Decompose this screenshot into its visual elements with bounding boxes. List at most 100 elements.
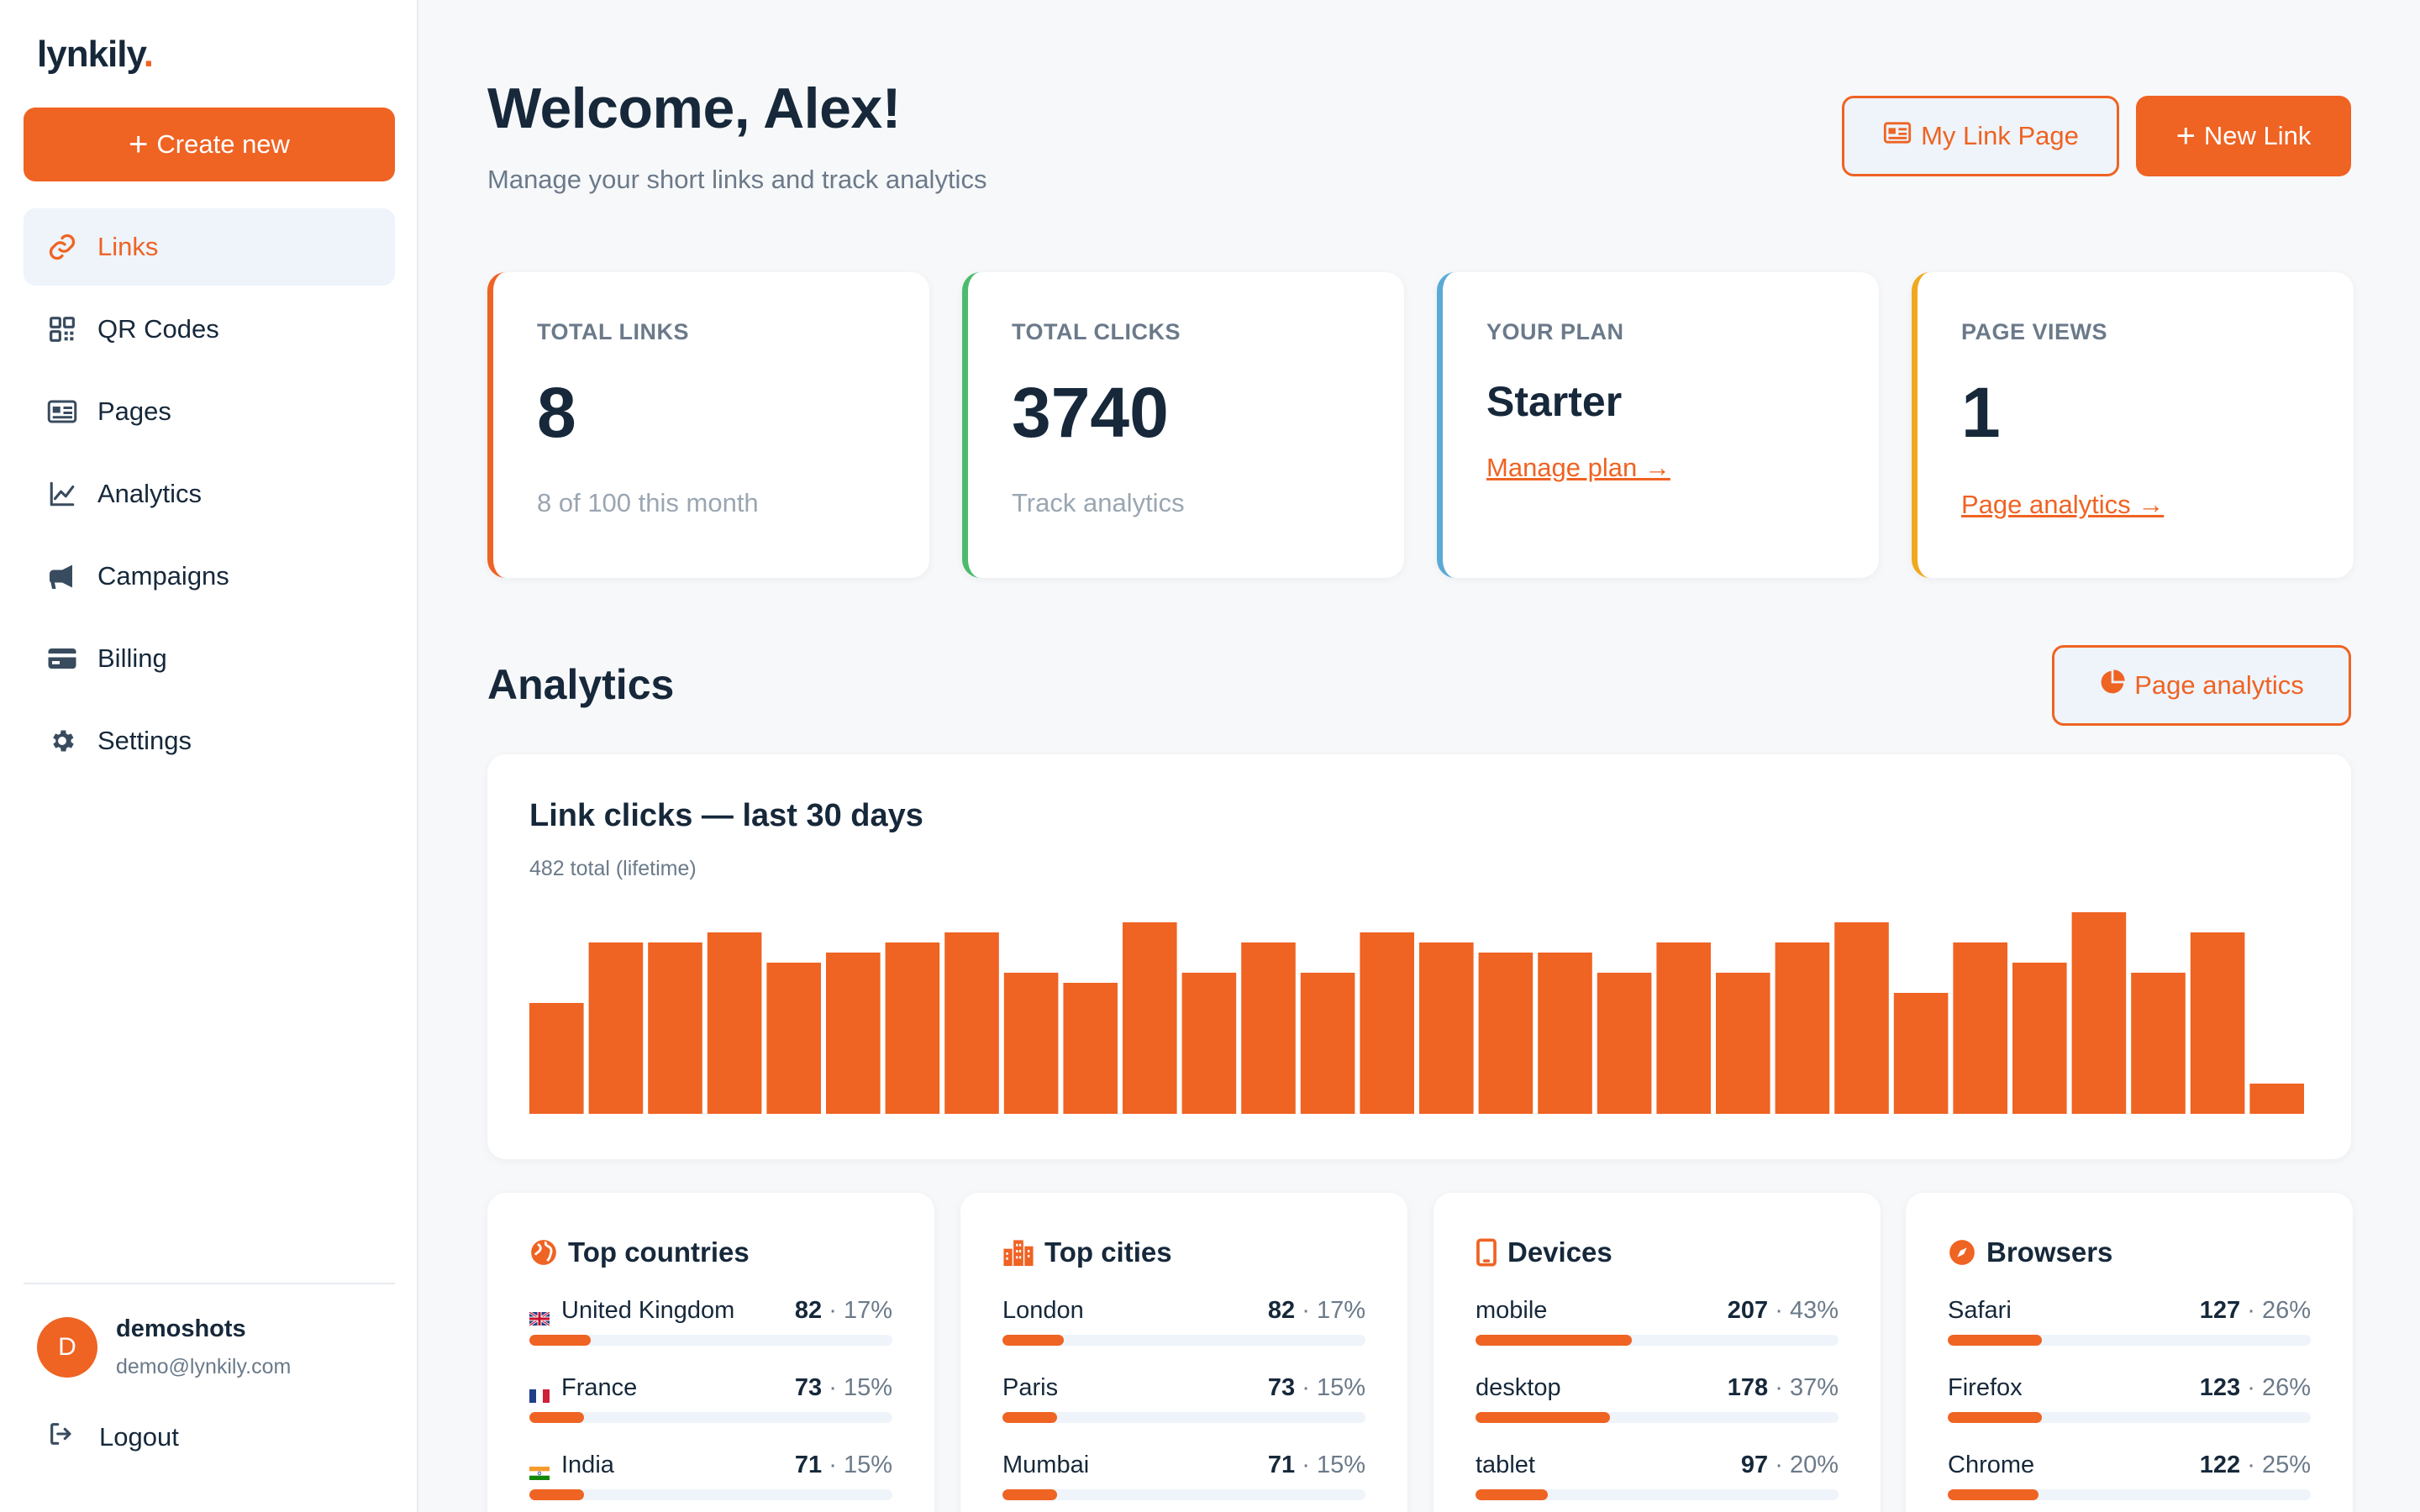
stat-label: TOTAL CLICKS: [1012, 319, 1181, 344]
chart-bar-day-16[interactable]: [1419, 942, 1474, 1114]
chart-bar-day-7[interactable]: [885, 942, 940, 1114]
chart-bar-day-15[interactable]: [1360, 932, 1414, 1114]
chart-bar-day-23[interactable]: [1834, 922, 1889, 1114]
page-analytics-link[interactable]: Page analytics →: [1961, 490, 2165, 519]
brand-logo[interactable]: lynkily.: [37, 34, 154, 76]
chart-bar-day-2[interactable]: [588, 942, 644, 1114]
page-analytics-button[interactable]: Page analytics: [2052, 645, 2351, 726]
stat-card-page-views: PAGE VIEWS 1 Page analytics →: [1912, 272, 2354, 578]
sidebar-item-analytics[interactable]: Analytics: [24, 455, 395, 533]
chart-bar-day-25[interactable]: [1953, 942, 2007, 1114]
france-flag-icon: [529, 1382, 550, 1403]
chart-bar-day-13[interactable]: [1241, 942, 1296, 1114]
row-count: 73: [1267, 1374, 1296, 1401]
create-new-button[interactable]: + Create new: [24, 108, 395, 181]
row-percent: 26%: [2261, 1297, 2311, 1324]
stat-label: PAGE VIEWS: [1961, 319, 2108, 344]
row-separator: ·: [1775, 1374, 1783, 1401]
stat-card-total-clicks: TOTAL CLICKS 3740 Track analytics: [962, 272, 1404, 578]
row-count: 82: [794, 1297, 823, 1324]
row-label: Chrome: [1948, 1452, 2035, 1478]
row-percent: 15%: [843, 1452, 892, 1478]
chart-bar-day-6[interactable]: [826, 953, 881, 1114]
browsers-panel: Browsers Safari 127 · 26% Firefox 123 · …: [1906, 1193, 2353, 1512]
chart-title: Link clicks — last 30 days: [529, 798, 923, 833]
sidebar-item-pages[interactable]: Pages: [24, 373, 395, 450]
megaphone-icon: [47, 561, 77, 591]
row-separator: ·: [829, 1297, 837, 1324]
progress-fill: [529, 1489, 584, 1500]
chart-bar-day-5[interactable]: [766, 963, 821, 1114]
stat-label: TOTAL LINKS: [537, 319, 689, 344]
list-item: London 82 · 17%: [1002, 1297, 1365, 1346]
progress-fill: [529, 1412, 584, 1423]
row-separator: ·: [1775, 1297, 1783, 1324]
row-separator: ·: [2247, 1297, 2255, 1324]
chart-bar-day-19[interactable]: [1597, 973, 1652, 1114]
sidebar-item-settings[interactable]: Settings: [24, 702, 395, 780]
progress-track: [529, 1335, 892, 1346]
chart-bar-day-22[interactable]: [1775, 942, 1830, 1114]
sidebar-item-billing[interactable]: Billing: [24, 620, 395, 697]
list-item: India 71 · 15%: [529, 1452, 892, 1500]
row-percent: 15%: [1316, 1374, 1365, 1401]
chart-bar-day-28[interactable]: [2131, 973, 2186, 1114]
mobile-device-icon: [1476, 1238, 1497, 1267]
row-label: Mumbai: [1002, 1452, 1090, 1478]
sidebar-item-label: Campaigns: [97, 561, 229, 591]
link-clicks-chart-card: Link clicks — last 30 days 482 total (li…: [487, 754, 2351, 1159]
row-count: 82: [1267, 1297, 1296, 1324]
my-link-page-label: My Link Page: [1921, 121, 2079, 150]
chart-bar-day-30[interactable]: [2249, 1084, 2304, 1114]
progress-track: [1476, 1335, 1839, 1346]
chart-bar-day-1[interactable]: [529, 1003, 584, 1114]
chart-bar-day-24[interactable]: [1893, 993, 1949, 1114]
stat-note: 8 of 100 this month: [537, 488, 759, 517]
logout-button[interactable]: Logout: [47, 1420, 179, 1455]
pie-chart-icon: [2099, 669, 2126, 702]
top-countries-panel: Top countries United Kingdom 82 · 17% Fr…: [487, 1193, 934, 1512]
progress-fill: [529, 1335, 592, 1346]
credit-card-icon: [47, 643, 77, 674]
user-profile[interactable]: D demoshots demo@lynkily.com: [37, 1315, 291, 1379]
list-item: mobile 207 · 43%: [1476, 1297, 1839, 1346]
my-link-page-button[interactable]: My Link Page: [1842, 96, 2119, 176]
progress-track: [1476, 1489, 1839, 1500]
panel-title: Top countries: [568, 1236, 750, 1268]
sidebar-item-label: Settings: [97, 726, 192, 755]
progress-fill: [1948, 1335, 2043, 1346]
sidebar-item-label: QR Codes: [97, 314, 219, 344]
chart-bar-day-27[interactable]: [2071, 912, 2127, 1114]
row-separator: ·: [1302, 1374, 1310, 1401]
chart-subtitle: 482 total (lifetime): [529, 857, 697, 880]
chart-bar-day-20[interactable]: [1656, 942, 1711, 1114]
sidebar-item-campaigns[interactable]: Campaigns: [24, 538, 395, 615]
new-link-button[interactable]: + New Link: [2136, 96, 2351, 176]
panel-title: Devices: [1507, 1236, 1612, 1268]
chart-bar-day-9[interactable]: [1003, 973, 1059, 1114]
chart-bar-day-26[interactable]: [2012, 963, 2067, 1114]
chart-bar-day-14[interactable]: [1300, 973, 1355, 1114]
chart-bar-day-18[interactable]: [1538, 953, 1592, 1114]
chart-bar-day-8[interactable]: [944, 932, 999, 1114]
row-label: desktop: [1476, 1374, 1561, 1401]
chart-bar-day-4[interactable]: [707, 932, 762, 1114]
progress-fill: [1002, 1335, 1065, 1346]
chart-bar-day-29[interactable]: [2190, 932, 2245, 1114]
chart-bar-day-3[interactable]: [648, 942, 702, 1114]
sidebar-item-links[interactable]: Links: [24, 208, 395, 286]
chart-bar-day-12[interactable]: [1181, 973, 1237, 1114]
chart-bar-day-10[interactable]: [1063, 983, 1118, 1114]
sidebar-item-label: Pages: [97, 396, 171, 426]
chart-bar-day-21[interactable]: [1716, 973, 1770, 1114]
progress-fill: [1002, 1412, 1057, 1423]
list-item: tablet 97 · 20%: [1476, 1452, 1839, 1500]
progress-track: [1002, 1335, 1365, 1346]
sidebar-item-qr-codes[interactable]: QR Codes: [24, 291, 395, 368]
chart-bar-day-11[interactable]: [1123, 922, 1177, 1114]
panel-title: Browsers: [1986, 1236, 2113, 1268]
chart-bar-day-17[interactable]: [1478, 953, 1534, 1114]
row-separator: ·: [1302, 1452, 1310, 1478]
row-separator: ·: [829, 1452, 837, 1478]
manage-plan-link[interactable]: Manage plan →: [1486, 453, 1670, 482]
